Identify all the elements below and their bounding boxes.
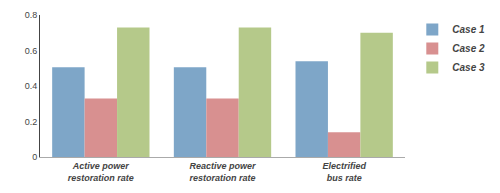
svg-text:Electrifiedbus rate: Electrifiedbus rate (322, 161, 366, 183)
svg-text:0.6: 0.6 (25, 46, 38, 56)
svg-text:0: 0 (32, 152, 37, 162)
svg-text:Reactive powerrestoration rate: Reactive powerrestoration rate (189, 161, 256, 183)
svg-text:0.8: 0.8 (25, 10, 38, 20)
svg-text:Active powerrestoration rate: Active powerrestoration rate (68, 161, 134, 183)
svg-text:Case 2: Case 2 (452, 43, 485, 54)
svg-text:0.2: 0.2 (25, 117, 38, 127)
svg-text:Case 3: Case 3 (452, 62, 485, 73)
svg-text:0.4: 0.4 (25, 81, 38, 91)
svg-text:Case 1: Case 1 (452, 24, 485, 35)
